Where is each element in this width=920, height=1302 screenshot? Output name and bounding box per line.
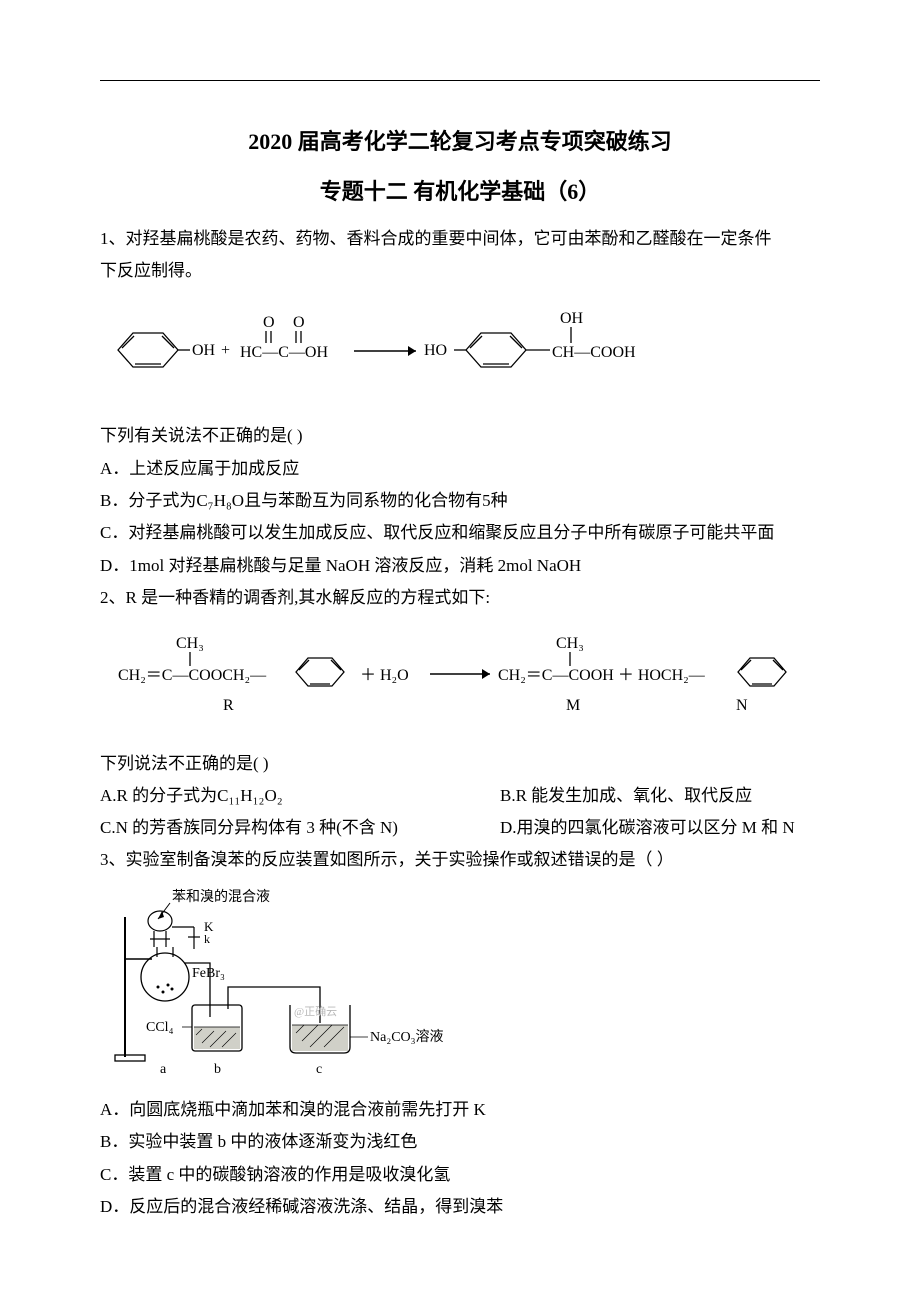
svg-text:HC—C—OH: HC—C—OH: [240, 344, 328, 361]
q1-option-b: B．分子式为C₇H₈O且与苯酚互为同系物的化合物有5种: [100, 485, 820, 517]
q3-option-a: A．向圆底烧瓶中滴加苯和溴的混合液前需先打开 K: [100, 1094, 820, 1126]
svg-text:+: +: [221, 342, 230, 359]
q3-apparatus-diagram: 苯和溴的混合液 K k FeBr₃: [110, 887, 820, 1088]
q2-label-m: M: [566, 697, 580, 714]
q2-option-b: B.R 能发生加成、氧化、取代反应: [500, 780, 820, 812]
q1-option-d: D．1mol 对羟基扁桃酸与足量 NaOH 溶液反应，消耗 2mol NaOH: [100, 550, 820, 582]
svg-text:CH₂＝C—COOCH₂—: CH₂＝C—COOCH₂—: [118, 667, 267, 684]
sub-title: 专题十二 有机化学基础（6）: [100, 171, 820, 213]
apparatus-k-lower: k: [204, 932, 210, 946]
svg-text:OH: OH: [560, 310, 584, 327]
q3-option-b: B．实验中装置 b 中的液体逐渐变为浅红色: [100, 1126, 820, 1158]
q1-option-c: C．对羟基扁桃酸可以发生加成反应、取代反应和缩聚反应且分子中所有碳原子可能共平面: [100, 517, 820, 549]
q2-label-r: R: [223, 697, 234, 714]
apparatus-label-b: b: [214, 1062, 221, 1077]
q2-stem: 2、R 是一种香精的调香剂,其水解反应的方程式如下:: [100, 582, 820, 614]
q3-option-c: C．装置 c 中的碳酸钠溶液的作用是吸收溴化氢: [100, 1159, 820, 1191]
watermark-text: @正确云: [294, 1005, 337, 1018]
svg-text:HO: HO: [424, 342, 447, 359]
top-rule: [100, 80, 820, 81]
svg-text:CH₃: CH₃: [556, 635, 584, 652]
apparatus-label-c: c: [316, 1062, 322, 1077]
q2-option-c: C.N 的芳香族同分异构体有 3 种(不含 N): [100, 812, 420, 844]
svg-text:O: O: [293, 314, 305, 331]
q1-prompt: 下列有关说法不正确的是( ): [100, 420, 820, 452]
apparatus-febr3-label: FeBr₃: [192, 966, 225, 981]
svg-text:CH₂＝C—COOH ＋ HOCH₂—: CH₂＝C—COOH ＋ HOCH₂—: [498, 667, 706, 684]
q1-stem-line2: 下反应制得。: [100, 255, 820, 287]
svg-text:CH₃: CH₃: [176, 635, 204, 652]
svg-text:CH—COOH: CH—COOH: [552, 344, 636, 361]
q2-option-d: D.用溴的四氯化碳溶液可以区分 M 和 N: [500, 812, 820, 844]
svg-text:O: O: [263, 314, 275, 331]
q1-reaction-diagram: OH + O O HC—C—OH HO OH: [108, 305, 820, 406]
q3-option-d: D．反应后的混合液经稀碱溶液洗涤、结晶，得到溴苯: [100, 1191, 820, 1223]
apparatus-ccl4-label: CCl₄: [146, 1020, 174, 1035]
q2-label-n: N: [736, 697, 748, 714]
apparatus-top-label: 苯和溴的混合液: [172, 888, 270, 905]
phenol-oh-text: OH: [192, 342, 216, 359]
main-title: 2020 届高考化学二轮复习考点专项突破练习: [100, 121, 820, 163]
svg-text:＋ H₂O: ＋ H₂O: [360, 667, 409, 684]
apparatus-na2co3-label: Na₂CO₃溶液: [370, 1029, 444, 1045]
q2-reaction-diagram: CH₃ CH₂＝C—COOCH₂— ＋ H₂O CH₃ CH₂＝C—COOH ＋…: [108, 632, 820, 733]
q2-option-a: A.R 的分子式为C₁₁H₁₂O₂: [100, 780, 420, 812]
q3-stem: 3、实验室制备溴苯的反应装置如图所示，关于实验操作或叙述错误的是（ ）: [100, 844, 820, 876]
q2-prompt: 下列说法不正确的是( ): [100, 748, 820, 780]
q1-stem-line1: 1、对羟基扁桃酸是农药、药物、香料合成的重要中间体，它可由苯酚和乙醛酸在一定条件: [100, 223, 820, 255]
apparatus-label-a: a: [160, 1062, 167, 1077]
q1-option-a: A．上述反应属于加成反应: [100, 453, 820, 485]
